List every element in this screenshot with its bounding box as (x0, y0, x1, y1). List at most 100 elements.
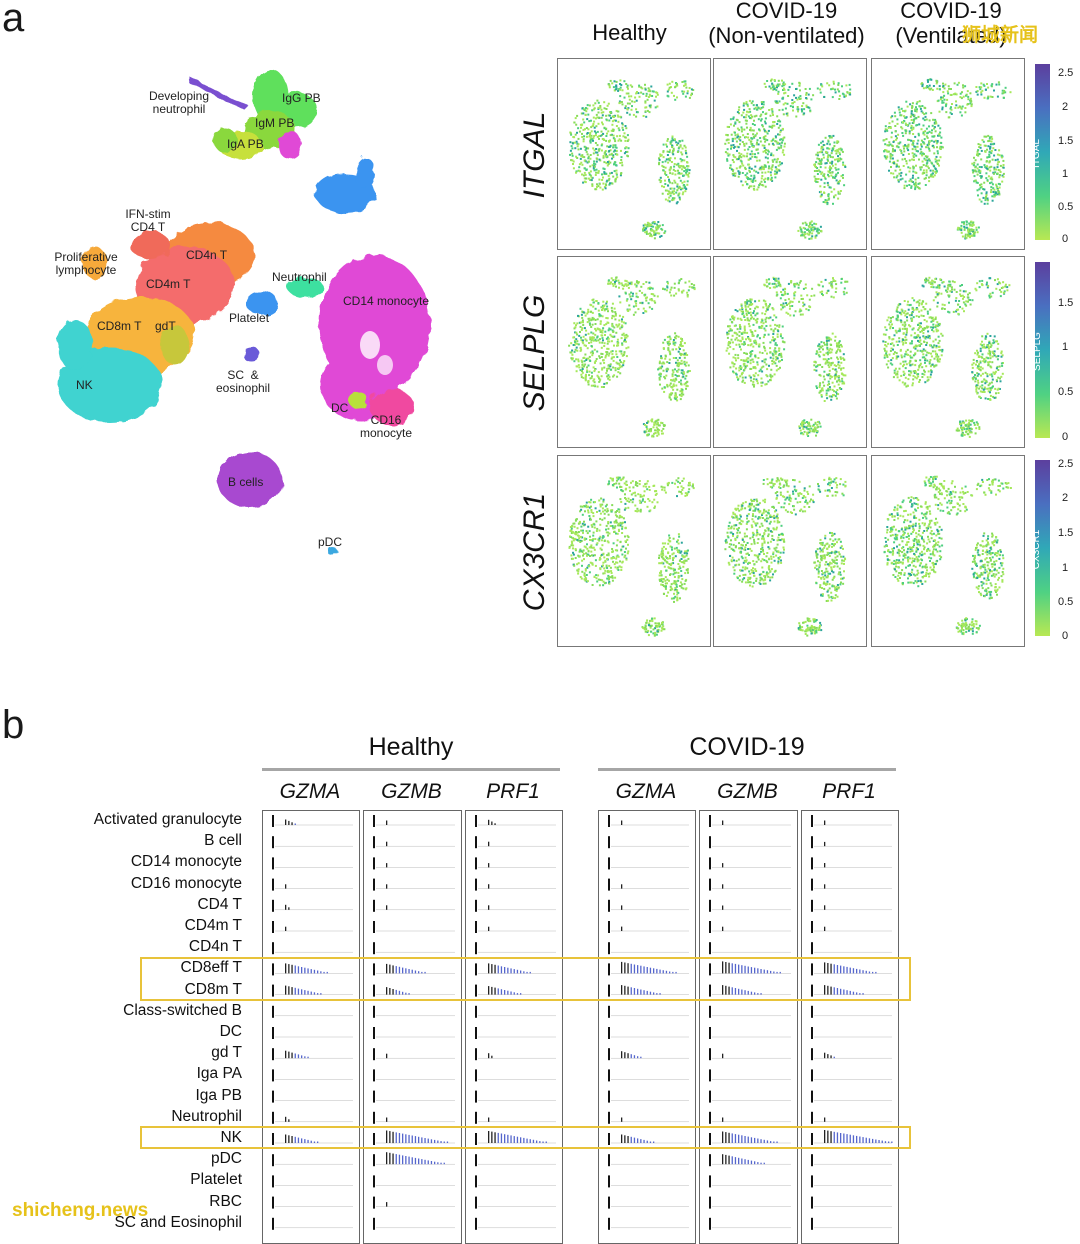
violin-baseline (608, 1154, 610, 1167)
row-label: CD8eff T (180, 959, 242, 977)
violin-mark (313, 1141, 316, 1143)
violin-mark (633, 988, 636, 995)
violin-mark (665, 970, 668, 974)
violin-baseline (373, 899, 375, 912)
row-label: Platelet (190, 1171, 242, 1189)
cluster-nk-2 (57, 320, 93, 370)
violin-baseline (272, 963, 274, 976)
tick-selplg-2: 0.5 (1058, 386, 1074, 398)
label-ifn-stim-cd4-t: IFN-stim CD4 T (125, 207, 171, 234)
violin-mark (646, 990, 648, 995)
violin-mark (843, 966, 845, 974)
violin-baseline (608, 1090, 610, 1103)
violin-baseline (373, 1133, 375, 1145)
violin-mark (744, 990, 746, 995)
violin-mark (313, 969, 316, 974)
violin-baseline (608, 815, 610, 827)
violin-mark (630, 1136, 632, 1143)
violin-baseline (373, 1069, 375, 1082)
row-label: NK (220, 1129, 242, 1146)
violin-mark (627, 986, 629, 995)
violin-mark (640, 965, 642, 974)
violin-mark (649, 991, 652, 995)
violin-baseline (475, 942, 477, 955)
violin-baseline (373, 1090, 375, 1103)
violin-mark (734, 1134, 737, 1143)
violin-baseline (608, 1133, 610, 1145)
label-gdt: gdT (155, 319, 176, 333)
violin-mark (833, 1131, 835, 1143)
violin-mark (722, 1131, 724, 1143)
violin-mark (307, 1139, 309, 1143)
panel-a-label: a (2, 0, 25, 40)
violin-baseline (475, 836, 477, 849)
violin-baseline (709, 857, 711, 870)
label-cd4m-t: CD4m T (146, 277, 191, 291)
violin-mark (824, 985, 826, 995)
violin-mark (291, 822, 293, 826)
violin-mark (868, 1138, 871, 1143)
violin-mark (421, 971, 423, 974)
tick-cx3cr1-1: 2 (1062, 492, 1069, 504)
col-header-healthy: Healthy (592, 20, 667, 45)
group-header-covid: COVID-19 (689, 733, 805, 761)
violin-mark (862, 1137, 864, 1143)
umap-cluster-plot (40, 55, 460, 575)
violin-mark (675, 971, 677, 974)
violin-baseline (811, 836, 813, 849)
violin-baseline (608, 857, 610, 870)
violin-baseline (608, 899, 610, 912)
violin-mark (304, 990, 306, 995)
colorbar-label-itgal: ITGAL (1030, 139, 1042, 168)
violin-baseline (811, 1196, 813, 1209)
violin-box-0 (262, 810, 360, 1244)
violin-mark (513, 992, 515, 995)
violin-baseline (811, 878, 813, 891)
violin-mark (640, 1139, 642, 1143)
violin-mark (523, 971, 525, 974)
violin-baseline (709, 1196, 711, 1209)
violin-mark (725, 1132, 727, 1143)
violin-mark (747, 990, 749, 995)
violin-baseline (811, 1005, 813, 1018)
violin-mark (872, 1138, 874, 1143)
label-igm-pb: IgM PB (255, 116, 295, 130)
violin-mark (304, 1056, 306, 1059)
violin-mark (891, 1141, 893, 1143)
violin-mark (643, 966, 645, 974)
violin-mark (421, 1159, 423, 1165)
violin-mark (494, 823, 496, 825)
violin-mark (766, 970, 769, 974)
violin-mark (824, 962, 826, 974)
violin-mark (488, 926, 490, 931)
violin-mark (288, 820, 290, 825)
row-label: CD4n T (188, 938, 242, 956)
violin-mark (760, 1162, 762, 1165)
violin-mark (760, 993, 762, 995)
row-label: Activated granulocyte (93, 811, 242, 828)
gene-header-h-gzmb: GZMB (381, 780, 442, 803)
violin-baseline (709, 1154, 711, 1167)
violin-baseline (475, 1027, 477, 1039)
violin-mark (285, 985, 287, 995)
violin-mark (836, 988, 839, 995)
violin-mark (627, 1053, 629, 1059)
violin-baseline (272, 1048, 274, 1061)
violin-mark (640, 1056, 642, 1059)
violin-mark (833, 964, 835, 974)
colorbar-selplg (1035, 262, 1050, 438)
cluster-neutrophil (287, 277, 323, 297)
label-iga-pb: IgA PB (227, 137, 264, 151)
violin-mark (760, 1139, 762, 1143)
violin-mark (722, 1117, 724, 1122)
cluster-iga-pb-2 (213, 128, 237, 152)
violin-mark (285, 884, 287, 889)
violin-mark (621, 961, 623, 974)
violin-mark (389, 1131, 391, 1143)
violin-mark (852, 1135, 855, 1143)
violin-mark (738, 1134, 740, 1143)
violin-baseline (811, 1133, 813, 1145)
violin-box-1 (363, 810, 462, 1244)
violin-mark (386, 863, 388, 868)
violin-mark (770, 970, 772, 974)
